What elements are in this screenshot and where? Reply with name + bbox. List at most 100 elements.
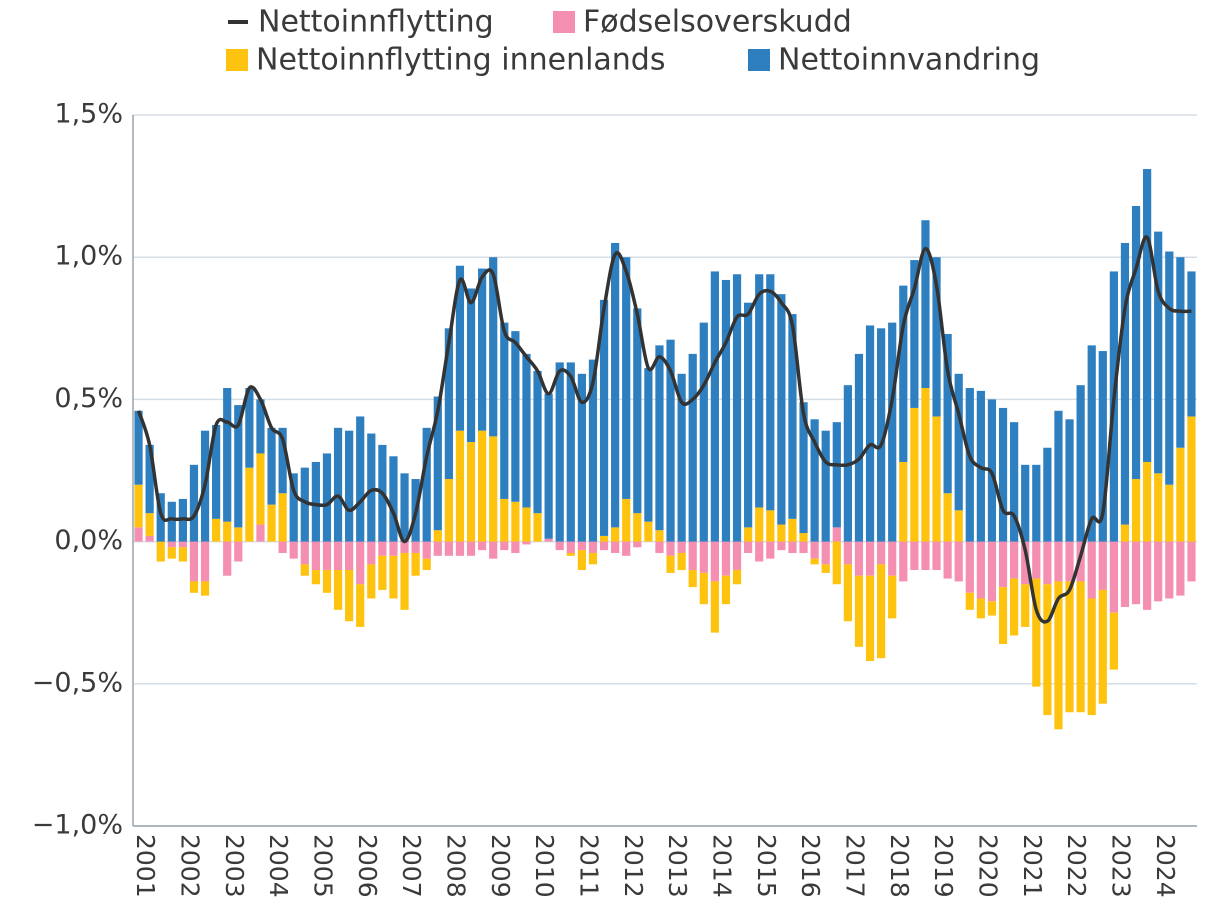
bar <box>788 541 797 553</box>
bar <box>422 427 431 542</box>
bar <box>1043 541 1052 585</box>
bar <box>444 479 453 542</box>
bar <box>666 339 675 542</box>
bar <box>500 541 509 551</box>
bar <box>167 501 176 542</box>
bar <box>766 541 775 559</box>
bar <box>987 601 997 616</box>
y-tick-label: 1,0% <box>54 241 123 272</box>
bar <box>1165 541 1174 599</box>
bar <box>522 507 531 542</box>
bar <box>888 322 897 542</box>
bar <box>810 419 819 542</box>
bar <box>1021 541 1030 585</box>
bar <box>433 396 442 531</box>
bar <box>1154 473 1163 542</box>
bar <box>1131 541 1141 605</box>
bar <box>533 370 542 514</box>
bar <box>588 359 598 542</box>
bar <box>522 353 531 508</box>
bar <box>1010 578 1019 636</box>
bar <box>300 541 309 565</box>
bar <box>677 552 686 571</box>
bar <box>954 541 963 582</box>
bar <box>1187 271 1196 417</box>
bar <box>1098 589 1107 704</box>
bar <box>766 510 775 542</box>
bar <box>1054 581 1063 730</box>
bar <box>910 260 919 408</box>
bar <box>899 285 908 462</box>
x-tick-label: 2010 <box>530 834 559 898</box>
bar <box>555 362 564 542</box>
bar <box>865 541 875 576</box>
bar <box>710 271 719 542</box>
bar <box>1010 422 1019 542</box>
bar <box>322 453 332 542</box>
bar <box>1165 251 1174 485</box>
bar <box>899 541 908 582</box>
bar <box>599 541 609 551</box>
bar <box>854 353 864 542</box>
bar <box>832 527 841 542</box>
bar <box>1154 231 1163 474</box>
bar <box>622 257 631 499</box>
bar <box>333 427 343 542</box>
bar <box>998 587 1008 644</box>
legend-label: Nettoinnflytting <box>258 5 494 40</box>
bar <box>223 541 232 576</box>
bar <box>489 436 498 542</box>
bar <box>378 555 387 590</box>
bar <box>744 541 753 553</box>
bar <box>1065 581 1074 713</box>
bar <box>666 541 675 556</box>
bar <box>777 294 786 525</box>
bar <box>489 541 498 559</box>
y-tick-label: 1,5% <box>54 99 123 130</box>
bar <box>721 541 731 576</box>
bar <box>577 541 586 551</box>
bar <box>699 572 708 605</box>
legend-swatch <box>226 49 248 71</box>
legend-swatch <box>553 11 575 33</box>
bar <box>666 555 675 573</box>
legend-label: Nettoinnflytting innenlands <box>256 43 665 78</box>
bar <box>987 541 997 602</box>
bar <box>256 524 265 542</box>
bar <box>1143 169 1152 462</box>
bar <box>1120 524 1130 542</box>
x-tick-label: 2011 <box>574 834 603 898</box>
bar <box>799 533 808 542</box>
bar <box>178 541 187 548</box>
bar <box>710 541 719 582</box>
bar <box>1131 479 1141 542</box>
bar <box>478 430 487 542</box>
bar <box>755 541 764 562</box>
bar <box>267 504 276 542</box>
bar <box>755 274 764 508</box>
bar <box>976 598 985 619</box>
bar <box>400 552 409 610</box>
bar <box>799 541 808 553</box>
bar <box>500 498 509 542</box>
bar <box>433 530 442 542</box>
x-tick-label: 2012 <box>619 834 648 898</box>
bar <box>744 302 753 528</box>
bar <box>1131 206 1141 480</box>
bar <box>134 484 143 528</box>
bar <box>1098 541 1107 590</box>
bar <box>688 541 697 571</box>
bar <box>721 279 731 542</box>
bar <box>633 513 642 542</box>
bar <box>888 541 897 576</box>
bar <box>965 541 974 593</box>
x-tick-label: 2003 <box>220 834 249 898</box>
bar <box>1054 410 1063 542</box>
x-tick-label: 2024 <box>1151 834 1180 898</box>
x-tick-label: 2004 <box>264 834 293 898</box>
bar <box>1010 541 1019 579</box>
bar <box>300 564 309 576</box>
bar <box>843 564 852 622</box>
bar <box>655 530 664 542</box>
